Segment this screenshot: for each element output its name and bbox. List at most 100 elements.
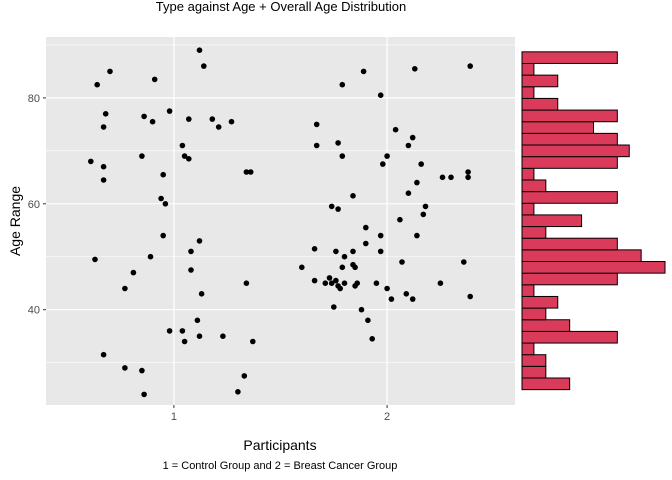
data-point bbox=[102, 111, 109, 117]
y-axis-title: Age Range bbox=[7, 186, 23, 256]
data-point bbox=[461, 259, 467, 265]
data-point bbox=[326, 275, 333, 281]
data-point bbox=[409, 296, 416, 302]
data-point bbox=[313, 142, 320, 149]
data-point bbox=[92, 256, 98, 263]
data-point bbox=[196, 333, 203, 340]
histogram-bar bbox=[521, 191, 618, 204]
data-point bbox=[311, 277, 318, 284]
data-point bbox=[352, 283, 358, 289]
data-point bbox=[352, 264, 358, 271]
data-point bbox=[437, 280, 444, 287]
data-point bbox=[122, 285, 128, 292]
data-point bbox=[247, 169, 254, 175]
data-point bbox=[139, 367, 145, 374]
data-point bbox=[228, 118, 235, 125]
data-point bbox=[179, 328, 186, 334]
data-point bbox=[331, 304, 337, 310]
data-point bbox=[313, 121, 320, 128]
data-point bbox=[467, 63, 474, 69]
data-point bbox=[369, 336, 376, 342]
histogram-bar bbox=[521, 179, 547, 193]
y-tick-label: 40 bbox=[28, 305, 40, 317]
histogram-bar bbox=[521, 74, 559, 88]
data-point bbox=[412, 66, 418, 72]
histogram-bar bbox=[521, 109, 618, 123]
data-point bbox=[179, 142, 186, 149]
data-point bbox=[186, 116, 192, 122]
histogram-bar bbox=[521, 86, 535, 99]
histogram-bar bbox=[521, 144, 630, 158]
data-point bbox=[388, 296, 395, 302]
data-point bbox=[333, 277, 339, 284]
data-point bbox=[151, 76, 158, 83]
data-point bbox=[166, 328, 173, 334]
data-point bbox=[198, 291, 205, 297]
data-point bbox=[465, 174, 471, 181]
data-point bbox=[384, 285, 390, 292]
histogram-bar bbox=[521, 62, 535, 76]
data-point bbox=[377, 232, 384, 239]
data-point bbox=[341, 280, 348, 287]
histogram-bar bbox=[521, 202, 535, 216]
data-point bbox=[341, 253, 348, 260]
histogram-bar bbox=[521, 132, 618, 146]
data-point bbox=[350, 193, 356, 199]
data-point bbox=[397, 216, 403, 223]
data-point bbox=[365, 317, 371, 324]
data-point bbox=[422, 203, 429, 210]
data-point bbox=[130, 269, 137, 276]
histogram-bar bbox=[521, 97, 559, 111]
data-point bbox=[220, 333, 226, 340]
data-point bbox=[339, 153, 346, 159]
chart-caption: 1 = Control Group and 2 = Breast Cancer … bbox=[163, 460, 398, 472]
data-point bbox=[188, 267, 194, 273]
data-point bbox=[418, 161, 425, 167]
data-point bbox=[243, 169, 250, 175]
data-point bbox=[377, 92, 384, 98]
data-point bbox=[363, 224, 369, 231]
data-point bbox=[405, 142, 412, 149]
histogram-bar bbox=[521, 272, 618, 286]
data-point bbox=[209, 116, 216, 122]
data-point bbox=[181, 153, 188, 159]
data-point bbox=[328, 280, 335, 287]
data-point bbox=[166, 108, 173, 114]
data-point bbox=[100, 163, 107, 170]
data-point bbox=[403, 291, 410, 297]
data-point bbox=[100, 177, 107, 183]
data-point bbox=[414, 179, 420, 186]
data-point bbox=[141, 391, 147, 398]
histogram-bar bbox=[521, 295, 559, 309]
data-point bbox=[94, 81, 100, 88]
data-point bbox=[160, 232, 166, 239]
y-tick-label: 80 bbox=[28, 93, 40, 105]
data-point bbox=[107, 68, 113, 75]
data-point bbox=[181, 338, 188, 345]
data-point bbox=[147, 253, 154, 260]
histogram-bar bbox=[521, 214, 583, 228]
data-point bbox=[339, 264, 346, 271]
data-point bbox=[194, 317, 201, 324]
data-point bbox=[467, 293, 474, 300]
histogram-bar bbox=[521, 354, 547, 367]
x-tick-label: 2 bbox=[384, 411, 390, 423]
data-point bbox=[243, 280, 250, 287]
histogram-bar bbox=[521, 156, 618, 169]
data-point bbox=[299, 264, 305, 271]
data-point bbox=[360, 68, 367, 75]
data-point bbox=[465, 169, 471, 175]
data-point bbox=[186, 156, 192, 162]
data-point bbox=[328, 203, 335, 210]
histogram-bar bbox=[521, 319, 571, 332]
y-tick-label: 60 bbox=[28, 199, 40, 211]
data-point bbox=[392, 126, 399, 133]
data-point bbox=[363, 240, 369, 247]
x-tick-label: 1 bbox=[171, 411, 177, 423]
chart-title: Type against Age + Overall Age Distribut… bbox=[156, 0, 406, 14]
data-point bbox=[377, 248, 384, 255]
histogram-bar bbox=[521, 51, 618, 64]
data-point bbox=[358, 306, 365, 313]
